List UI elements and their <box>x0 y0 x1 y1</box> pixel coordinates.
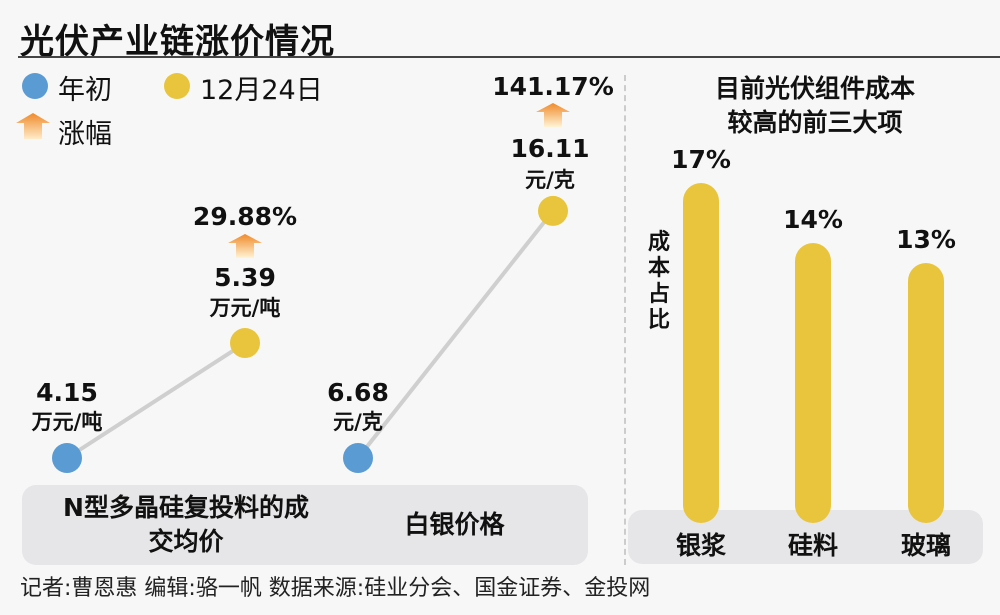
silver-rise-arrow-icon <box>536 103 570 127</box>
title-rule <box>18 56 1000 58</box>
silver-start-unit: 元/克 <box>333 410 383 434</box>
bar-value-label: 14% <box>783 205 843 234</box>
bar-category-label: 玻璃 <box>900 531 951 560</box>
silver-end-value: 16.11 <box>510 134 590 163</box>
poly-chart-title: N型多晶硅复投料的成交均价 <box>22 485 350 565</box>
bar-value-label: 17% <box>671 145 731 174</box>
legend-end-label: 12月24日 <box>200 75 323 106</box>
legend-end-dot-icon <box>164 73 190 99</box>
legend-start-label: 年初 <box>58 75 112 106</box>
panel-divider <box>624 75 626 565</box>
bar-value-label: 13% <box>896 225 956 254</box>
bar-银浆 <box>683 183 719 523</box>
bar-玻璃 <box>908 263 944 523</box>
poly-end-unit: 万元/吨 <box>209 296 281 320</box>
poly-start-value: 4.15 <box>36 378 98 407</box>
legend-start-dot-icon <box>22 73 48 99</box>
poly-rise-value: 29.88% <box>192 202 298 231</box>
legend-rise-label: 涨幅 <box>58 119 112 150</box>
poly-end-value: 5.39 <box>214 263 276 292</box>
silver-start-value: 6.68 <box>327 378 389 407</box>
end-point <box>538 195 568 226</box>
bar-category-label: 硅料 <box>787 531 838 560</box>
connector-line <box>65 341 247 460</box>
bar-硅料 <box>795 243 831 523</box>
silver-rise-value: 141.17% <box>492 72 614 101</box>
start-point <box>343 443 373 473</box>
silver-chart-title: 白银价格 <box>321 485 588 565</box>
bar-category-label: 银浆 <box>675 531 726 560</box>
poly-start-unit: 万元/吨 <box>31 410 103 434</box>
rise-arrow-icon <box>16 113 50 139</box>
end-point <box>230 328 260 359</box>
page-title: 光伏产业链涨价情况 <box>20 22 335 62</box>
silver-end-unit: 元/克 <box>525 168 575 192</box>
start-point <box>52 443 82 473</box>
poly-rise-arrow-icon <box>228 234 262 258</box>
connector-line <box>356 209 555 460</box>
footer-credits: 记者:曹恩惠 编辑:骆一帆 数据来源:硅业分会、国金证券、金投网 <box>20 576 651 601</box>
bar-y-axis-label: 成本占比 <box>647 230 670 333</box>
bar-chart-title: 目前光伏组件成本较高的前三大项 <box>714 74 915 137</box>
